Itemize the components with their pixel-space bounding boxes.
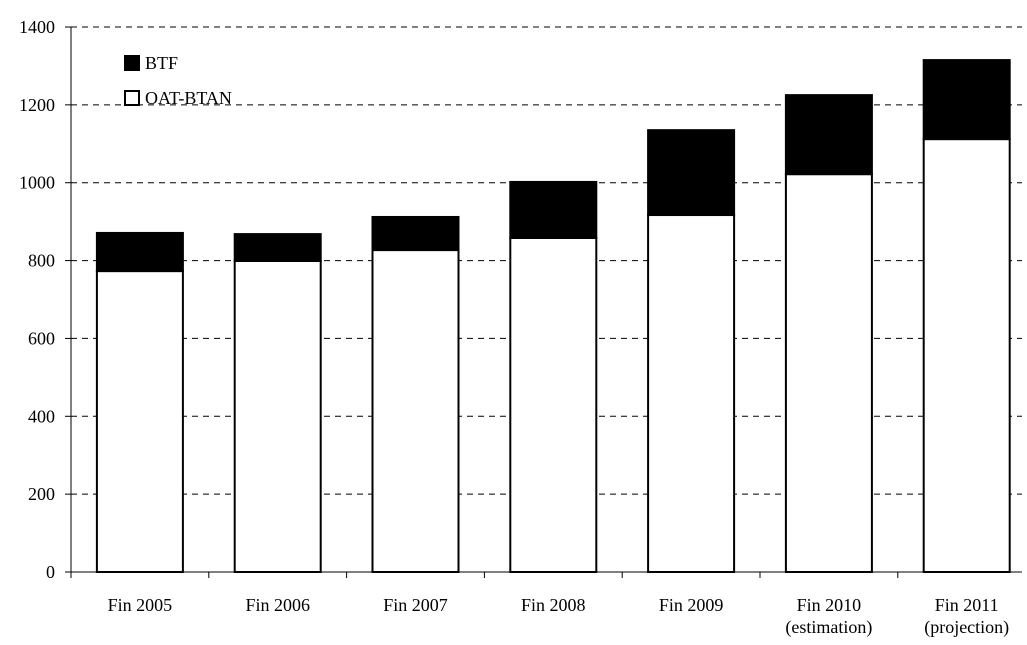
bar-segment <box>233 233 322 262</box>
y-tick-label: 0 <box>46 562 55 582</box>
legend-label: OAT-BTAN <box>145 88 232 108</box>
bar-segment <box>784 94 873 176</box>
bar-segment <box>233 259 322 573</box>
bar-segment <box>922 59 1011 141</box>
y-tick-label: 1400 <box>19 17 55 37</box>
legend-swatch <box>124 90 140 106</box>
bar-segment <box>922 138 1011 573</box>
bar-segment <box>371 215 460 252</box>
x-tick-label: Fin 2008 <box>521 595 586 615</box>
bar-segment <box>509 236 598 573</box>
legend-label: BTF <box>145 53 178 73</box>
bar-segment <box>647 129 736 217</box>
y-tick-label: 800 <box>28 251 55 271</box>
x-tick-label: Fin 2009 <box>659 595 724 615</box>
y-tick-label: 1000 <box>19 173 55 193</box>
y-tick-label: 200 <box>28 484 55 504</box>
bar-segment <box>95 231 184 273</box>
legend-swatch <box>124 55 140 71</box>
bar-segment <box>784 173 873 573</box>
x-tick-label: Fin 2010 (estimation) <box>785 595 872 638</box>
bar-segment <box>647 214 736 573</box>
y-tick-label: 600 <box>28 328 55 348</box>
bar-segment <box>371 249 460 574</box>
bar-segment <box>95 270 184 573</box>
x-tick-label: Fin 2011 (projection) <box>924 595 1009 638</box>
y-tick-label: 400 <box>28 406 55 426</box>
x-tick-label: Fin 2006 <box>245 595 310 615</box>
y-tick-label: 1200 <box>19 95 55 115</box>
x-tick-label: Fin 2005 <box>108 595 173 615</box>
x-tick-label: Fin 2007 <box>383 595 448 615</box>
bar-segment <box>509 180 598 239</box>
